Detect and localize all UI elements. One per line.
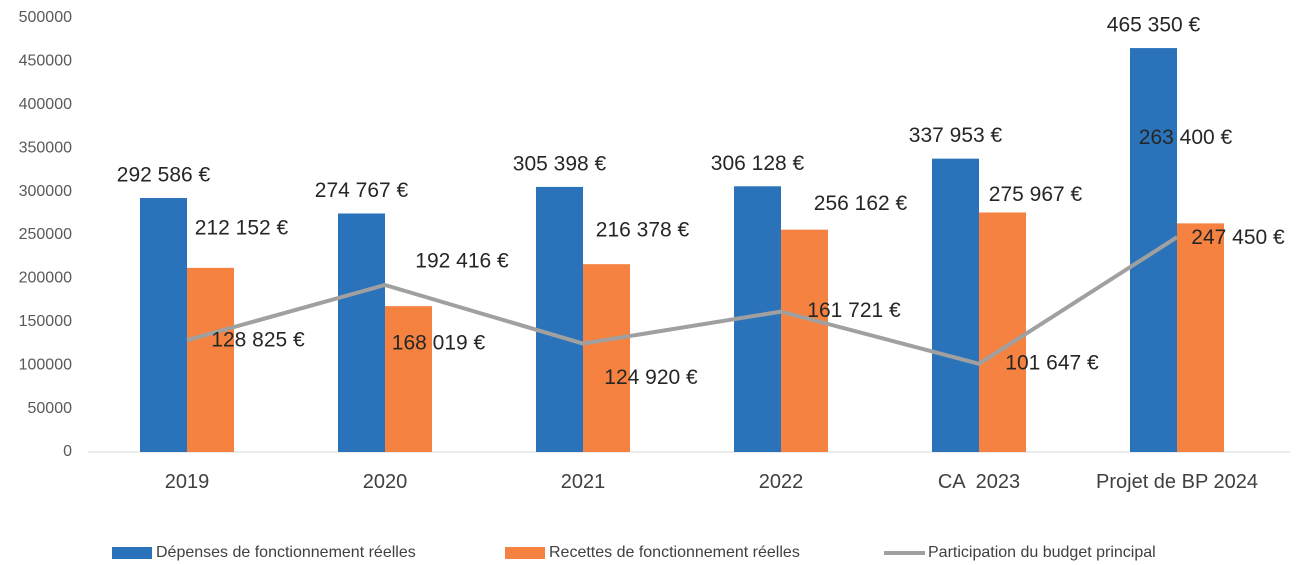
bar <box>338 213 385 452</box>
legend-swatch <box>505 547 545 559</box>
value-label: 305 398 € <box>513 152 607 175</box>
legend-label: Dépenses de fonctionnement réelles <box>156 544 416 561</box>
value-label: 124 920 € <box>604 366 698 389</box>
bar <box>781 229 828 452</box>
bar <box>932 158 979 452</box>
bar <box>187 267 234 452</box>
y-tick-label: 250000 <box>19 226 72 243</box>
bar <box>1177 223 1224 452</box>
value-label: 101 647 € <box>1005 351 1099 374</box>
y-tick-label: 450000 <box>19 53 72 70</box>
x-tick-label: 2021 <box>560 471 606 493</box>
legend-swatch <box>112 547 152 559</box>
y-tick-label: 100000 <box>19 356 72 373</box>
value-label: 212 152 € <box>195 216 289 239</box>
value-label: 292 586 € <box>117 164 211 187</box>
legend-label: Participation du budget principal <box>928 544 1156 561</box>
bar <box>140 198 187 452</box>
value-label: 128 825 € <box>211 329 305 352</box>
y-tick-label: 50000 <box>28 400 73 417</box>
value-label: 256 162 € <box>814 192 908 215</box>
value-label: 275 967 € <box>989 183 1083 206</box>
value-label: 216 378 € <box>596 219 690 242</box>
x-tick-label: 2022 <box>758 471 804 493</box>
y-tick-label: 500000 <box>19 9 72 26</box>
value-label: 263 400 € <box>1139 126 1233 149</box>
value-label: 192 416 € <box>415 250 509 273</box>
y-tick-label: 350000 <box>19 139 72 156</box>
bar <box>385 306 432 452</box>
x-tick-label: 2020 <box>362 471 408 493</box>
y-tick-label: 0 <box>63 443 72 460</box>
x-tick-label: CA 2023 <box>937 471 1021 493</box>
x-tick-label: Projet de BP 2024 <box>1096 471 1258 493</box>
value-label: 247 450 € <box>1191 226 1285 249</box>
y-tick-label: 200000 <box>19 270 72 287</box>
value-label: 274 767 € <box>315 179 409 202</box>
y-tick-label: 300000 <box>19 183 72 200</box>
bar <box>536 186 583 452</box>
value-label: 161 721 € <box>807 299 901 322</box>
value-label: 337 953 € <box>909 124 1003 147</box>
y-tick-label: 400000 <box>19 96 72 113</box>
y-tick-label: 150000 <box>19 313 72 330</box>
bar <box>979 212 1026 452</box>
legend-label: Recettes de fonctionnement réelles <box>549 544 800 561</box>
line <box>186 235 1179 366</box>
bar <box>583 264 630 452</box>
value-label: 306 128 € <box>711 152 805 175</box>
value-label: 168 019 € <box>392 332 486 355</box>
x-tick-label: 2019 <box>164 471 210 493</box>
value-label: 465 350 € <box>1107 14 1201 37</box>
